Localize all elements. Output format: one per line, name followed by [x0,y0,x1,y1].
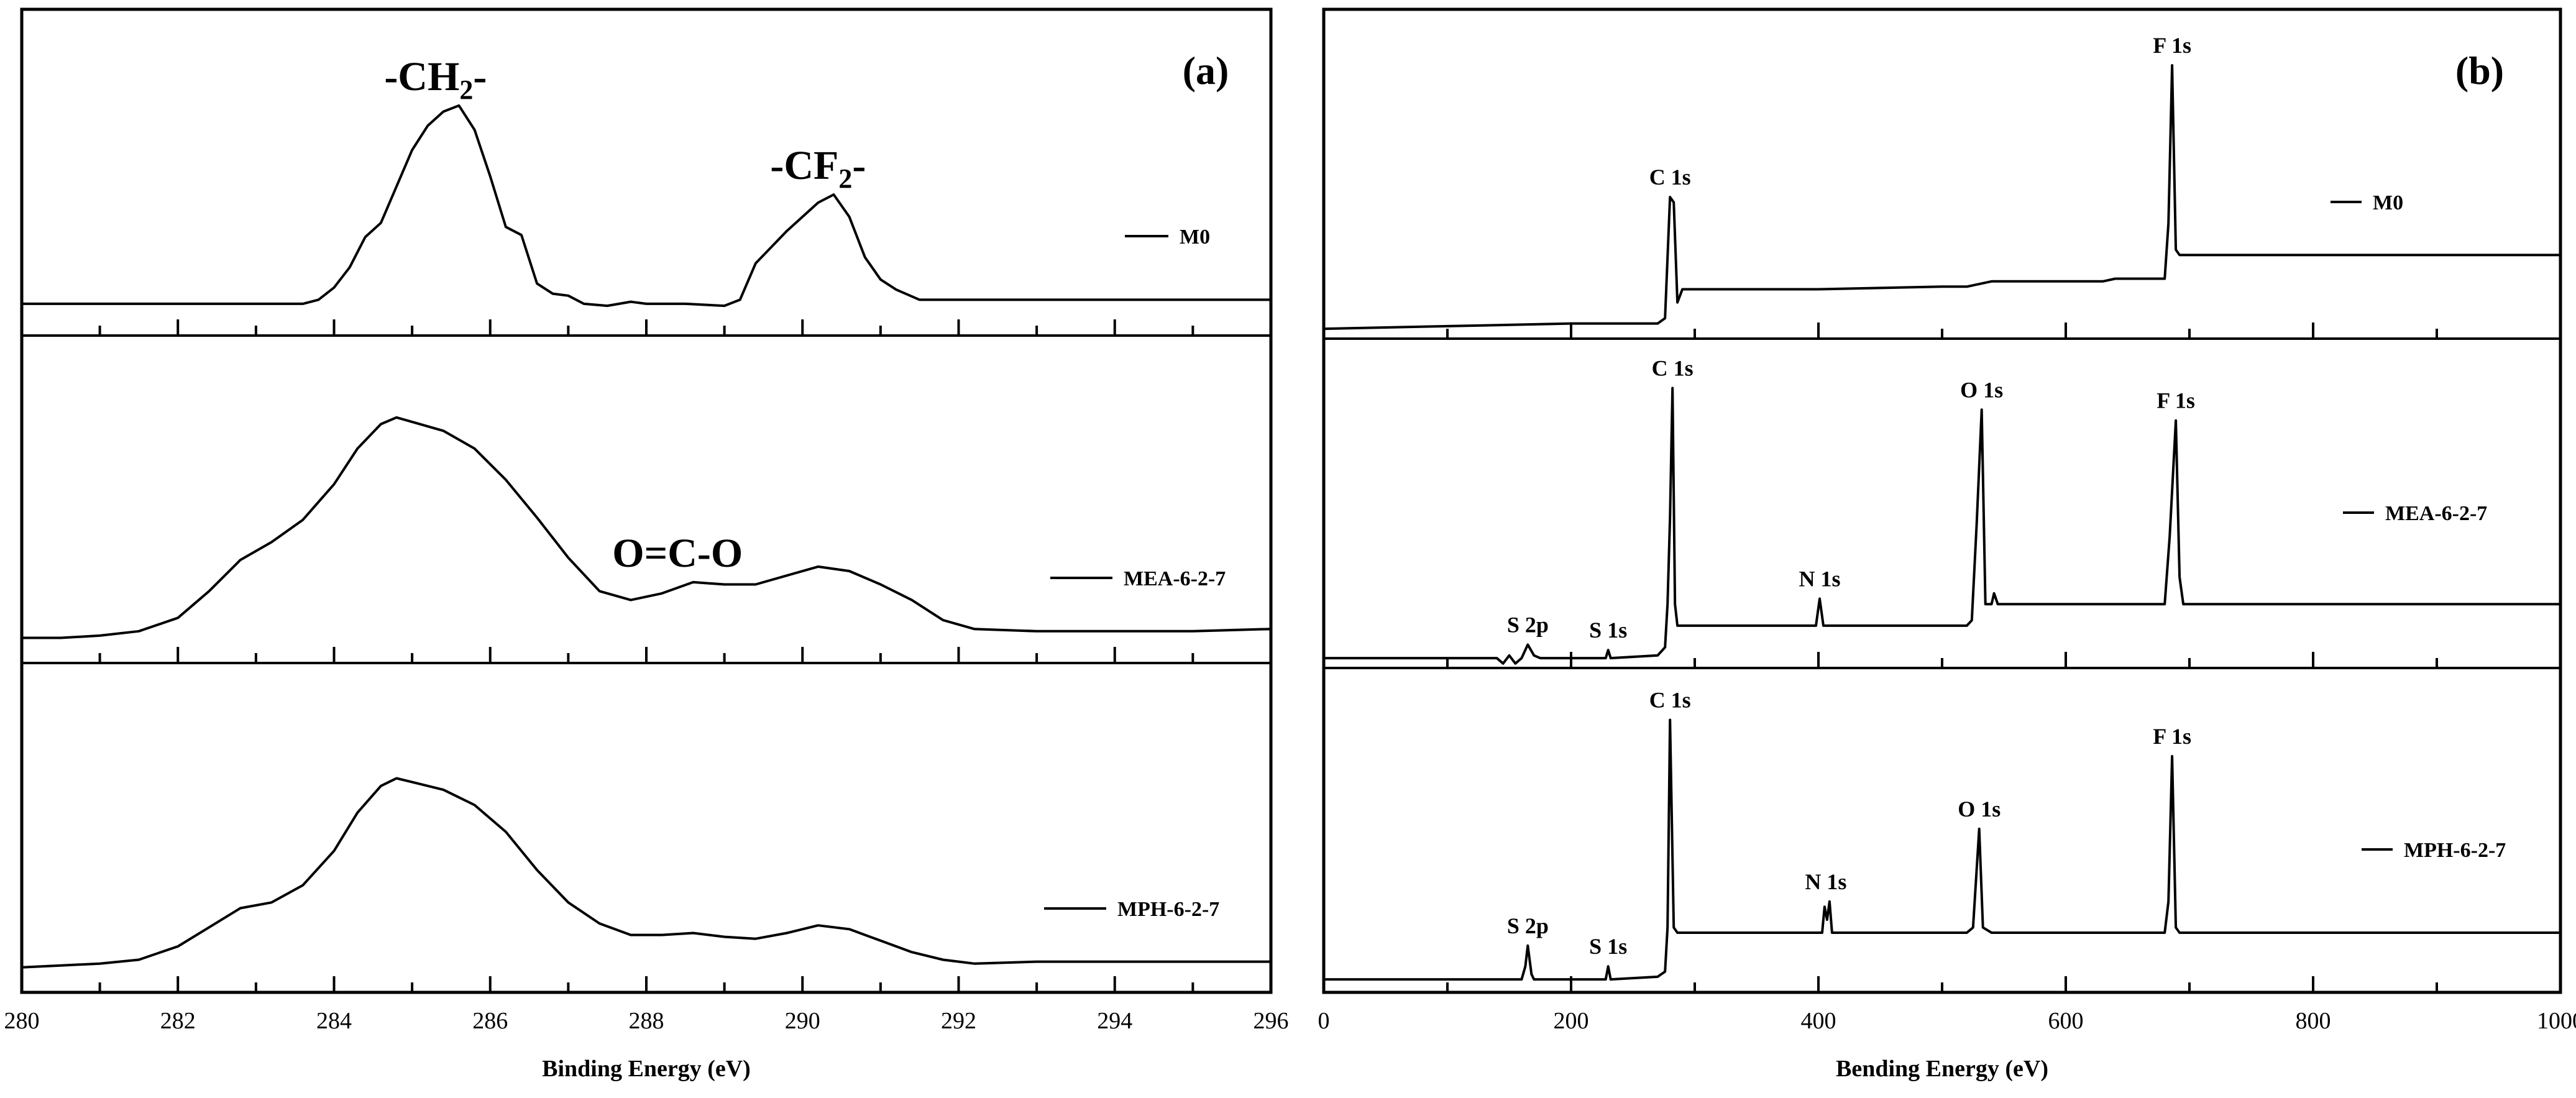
series-line-M0 [22,106,1271,306]
legend-label: MEA-6-2-7 [2385,502,2487,525]
x-tick-label: 1000 [2537,1008,2576,1034]
peak-label: F 1s [2153,724,2191,749]
x-tick-label: 296 [1254,1008,1289,1034]
x-tick-label: 800 [2296,1008,2331,1034]
peak-label: C 1s [1649,688,1691,713]
legend-label: MPH-6-2-7 [1117,898,1219,921]
panel-frame [22,9,1271,992]
peak-label: O 1s [1960,377,2003,402]
legend-label: MEA-6-2-7 [1124,567,1226,590]
x-tick-label: 200 [1554,1008,1589,1034]
panel-b: M0 C 1s F 1s MEA-6-2-7 S 2p S 1s C 1s N 1s O 1s F… [1318,9,2576,1082]
peak-annotation: -CF2- [770,143,866,194]
x-tick-label: 292 [941,1008,976,1034]
panel-frame [1324,9,2560,992]
x-tick-label: 294 [1097,1008,1132,1034]
x-tick-label: 600 [2048,1008,2084,1034]
peak-label: S 2p [1507,612,1549,637]
peak-annotation: -CH2- [384,54,487,105]
legend-label: M0 [1180,226,1210,249]
x-axis-label: Bending Energy (eV) [1836,1056,2048,1082]
series-line-MPH-6-2-7 [22,779,1271,968]
legend-label: M0 [2373,191,2403,214]
legend-label: MPH-6-2-7 [2404,839,2506,862]
x-axis-label: Binding Energy (eV) [542,1056,751,1082]
x-tick-label: 290 [785,1008,820,1034]
peak-label: C 1s [1649,165,1691,190]
panel-label: (b) [2455,48,2504,93]
x-tick-label: 288 [629,1008,664,1034]
peak-label: C 1s [1652,356,1694,381]
peak-label: N 1s [1805,869,1846,894]
peak-label: S 1s [1589,618,1627,643]
series-line-MEA-6-2-7 [22,418,1271,638]
x-tick-label: 286 [472,1008,508,1034]
x-tick-label: 0 [1318,1008,1330,1034]
peak-label: F 1s [2153,33,2191,58]
x-tick-label: 400 [1801,1008,1836,1034]
x-tick-label: 284 [316,1008,352,1034]
peak-label: F 1s [2157,388,2195,413]
peak-label: S 2p [1507,913,1549,938]
peak-annotation: O=C-O [612,531,743,576]
panel-a: M0 -CH2- -CF2- MEA-6-2-7 O=C-O MPH-6-2-7 280 28… [4,9,1289,1082]
peak-label: O 1s [1958,797,2001,821]
panel-label: (a) [1183,48,1229,93]
peak-label: N 1s [1799,566,1840,591]
x-tick-label: 280 [4,1008,40,1034]
peak-label: S 1s [1589,934,1627,959]
x-tick-label: 282 [160,1008,196,1034]
